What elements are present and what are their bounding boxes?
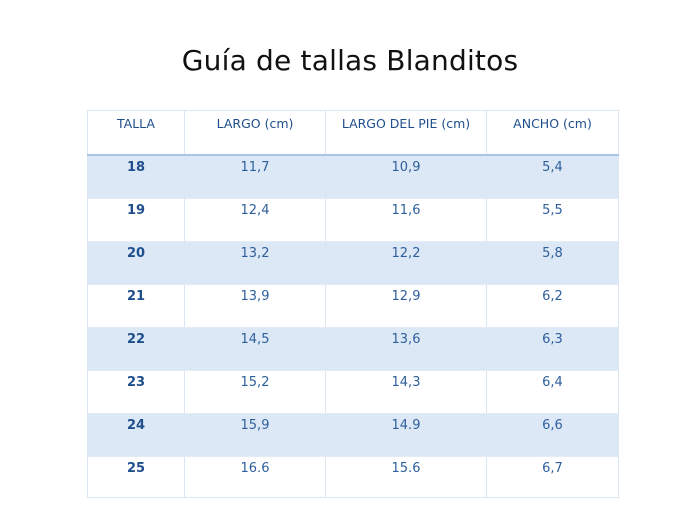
cell-largo-del-pie: 12,2 [325, 241, 487, 285]
cell-ancho: 6,2 [486, 284, 619, 328]
cell-largo: 15,9 [184, 413, 326, 457]
table-row: 25 16.6 15.6 6,7 [87, 456, 619, 498]
cell-ancho: 6,7 [486, 456, 619, 498]
cell-largo: 11,7 [184, 155, 326, 199]
cell-talla: 20 [87, 241, 185, 285]
header-ancho: ANCHO (cm) [486, 110, 619, 156]
cell-largo: 14,5 [184, 327, 326, 371]
cell-ancho: 6,4 [486, 370, 619, 414]
cell-ancho: 5,8 [486, 241, 619, 285]
table-row: 18 11,7 10,9 5,4 [87, 155, 619, 199]
cell-talla: 19 [87, 198, 185, 242]
cell-largo-del-pie: 13,6 [325, 327, 487, 371]
cell-largo: 15,2 [184, 370, 326, 414]
table-row: 22 14,5 13,6 6,3 [87, 327, 619, 371]
cell-largo-del-pie: 15.6 [325, 456, 487, 498]
header-largo-del-pie: LARGO DEL PIE (cm) [325, 110, 487, 156]
cell-talla: 18 [87, 155, 185, 199]
cell-talla: 25 [87, 456, 185, 498]
cell-largo: 13,9 [184, 284, 326, 328]
cell-talla: 23 [87, 370, 185, 414]
table-row: 20 13,2 12,2 5,8 [87, 241, 619, 285]
cell-ancho: 5,4 [486, 155, 619, 199]
table-header-row: TALLA LARGO (cm) LARGO DEL PIE (cm) ANCH… [87, 110, 619, 156]
table-row: 24 15,9 14.9 6,6 [87, 413, 619, 457]
cell-largo-del-pie: 10,9 [325, 155, 487, 199]
table-row: 21 13,9 12,9 6,2 [87, 284, 619, 328]
cell-ancho: 6,3 [486, 327, 619, 371]
cell-talla: 24 [87, 413, 185, 457]
page-title: Guía de tallas Blanditos [181, 44, 519, 77]
cell-largo: 13,2 [184, 241, 326, 285]
table-row: 23 15,2 14,3 6,4 [87, 370, 619, 414]
cell-largo-del-pie: 12,9 [325, 284, 487, 328]
cell-ancho: 6,6 [486, 413, 619, 457]
cell-talla: 22 [87, 327, 185, 371]
cell-ancho: 5,5 [486, 198, 619, 242]
cell-largo: 12,4 [184, 198, 326, 242]
header-talla: TALLA [87, 110, 185, 156]
size-guide-table: TALLA LARGO (cm) LARGO DEL PIE (cm) ANCH… [87, 110, 619, 498]
cell-largo-del-pie: 11,6 [325, 198, 487, 242]
cell-largo-del-pie: 14,3 [325, 370, 487, 414]
header-largo: LARGO (cm) [184, 110, 326, 156]
cell-talla: 21 [87, 284, 185, 328]
table-row: 19 12,4 11,6 5,5 [87, 198, 619, 242]
cell-largo: 16.6 [184, 456, 326, 498]
cell-largo-del-pie: 14.9 [325, 413, 487, 457]
